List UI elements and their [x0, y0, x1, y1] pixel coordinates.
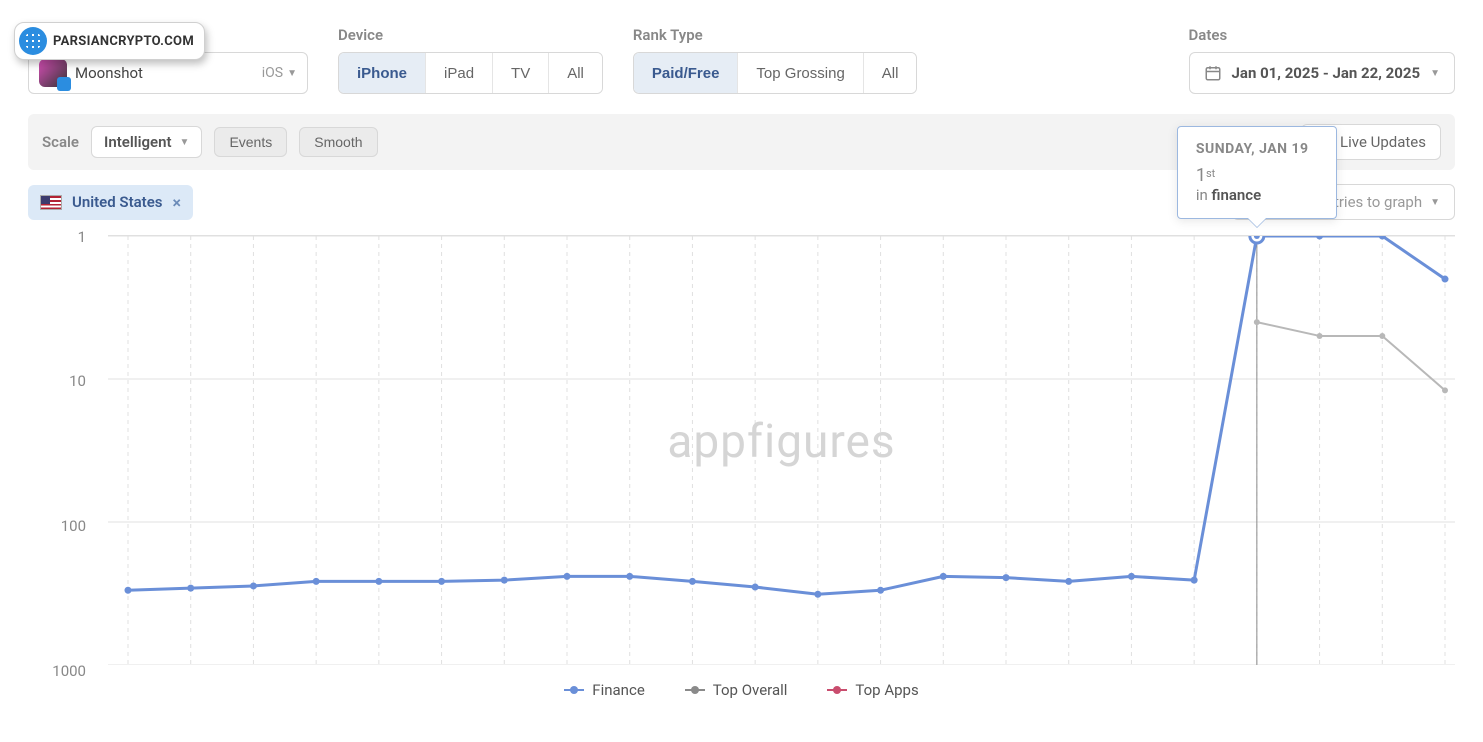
rank-chart[interactable]: 1 10 100 1000 appfigures SUNDAY, JAN 19 …	[28, 230, 1455, 675]
filter-label-dates: Dates	[1189, 26, 1455, 44]
legend-finance[interactable]: Finance	[564, 681, 644, 699]
calendar-icon	[1204, 64, 1222, 82]
y-tick-100: 100	[61, 517, 86, 535]
device-tv[interactable]: TV	[493, 53, 549, 93]
filter-ranktype: Rank Type Paid/Free Top Grossing All	[633, 26, 918, 94]
caret-down-icon: ▼	[287, 68, 297, 79]
legend-top-apps[interactable]: Top Apps	[827, 681, 918, 699]
legend-swatch-icon	[685, 689, 705, 691]
chart-tooltip: SUNDAY, JAN 19 1st in finance	[1177, 126, 1337, 219]
filter-label-ranktype: Rank Type	[633, 26, 918, 44]
country-chip-us[interactable]: United States ×	[28, 185, 193, 220]
filter-label-device: Device	[338, 26, 603, 44]
y-tick-1000: 1000	[52, 662, 86, 680]
logo-badge[interactable]: PARSIANCRYPTO.COM	[14, 22, 205, 60]
logo-icon	[19, 27, 47, 55]
chart-legend: Finance Top Overall Top Apps	[0, 675, 1483, 699]
chart-svg	[108, 236, 1455, 665]
filter-device: Device iPhone iPad TV All	[338, 26, 603, 94]
caret-down-icon: ▼	[180, 137, 190, 148]
y-tick-1: 1	[78, 228, 86, 246]
ranktype-all[interactable]: All	[864, 53, 917, 93]
ranktype-grossing[interactable]: Top Grossing	[738, 53, 863, 93]
ranktype-paidfree[interactable]: Paid/Free	[634, 53, 739, 93]
device-ipad[interactable]: iPad	[426, 53, 493, 93]
y-tick-10: 10	[69, 372, 86, 390]
caret-down-icon: ▼	[1430, 68, 1440, 79]
legend-swatch-icon	[564, 689, 584, 691]
scale-label: Scale	[42, 133, 79, 151]
tooltip-date: SUNDAY, JAN 19	[1196, 141, 1318, 157]
tooltip-category: in finance	[1196, 186, 1318, 204]
app-name: Moonshot	[75, 64, 254, 82]
y-axis: 1 10 100 1000	[28, 230, 98, 675]
tooltip-rank: 1st	[1196, 165, 1318, 186]
filter-dates: Dates Jan 01, 2025 - Jan 22, 2025 ▼	[1189, 26, 1455, 94]
country-chip-label: United States	[72, 193, 162, 211]
events-button[interactable]: Events	[214, 127, 287, 157]
app-platform[interactable]: iOS▼	[262, 65, 297, 81]
scale-dropdown[interactable]: Intelligent ▼	[91, 126, 202, 158]
close-icon[interactable]: ×	[172, 193, 181, 212]
legend-swatch-icon	[827, 689, 847, 691]
caret-down-icon: ▼	[1430, 197, 1440, 208]
device-iphone[interactable]: iPhone	[339, 53, 426, 93]
smooth-button[interactable]: Smooth	[299, 127, 377, 157]
device-all[interactable]: All	[549, 53, 602, 93]
plot-area: appfigures	[108, 235, 1455, 665]
appstore-badge-icon	[57, 77, 71, 91]
filters-row: App Moonshot iOS▼ Device iPhone iPad TV …	[0, 0, 1483, 94]
logo-text: PARSIANCRYPTO.COM	[53, 34, 194, 49]
date-picker[interactable]: Jan 01, 2025 - Jan 22, 2025 ▼	[1189, 52, 1455, 94]
legend-top-overall[interactable]: Top Overall	[685, 681, 788, 699]
app-icon	[39, 59, 67, 87]
date-range-text: Jan 01, 2025 - Jan 22, 2025	[1232, 64, 1421, 82]
flag-us-icon	[40, 195, 62, 210]
device-segment: iPhone iPad TV All	[338, 52, 603, 94]
ranktype-segment: Paid/Free Top Grossing All	[633, 52, 918, 94]
